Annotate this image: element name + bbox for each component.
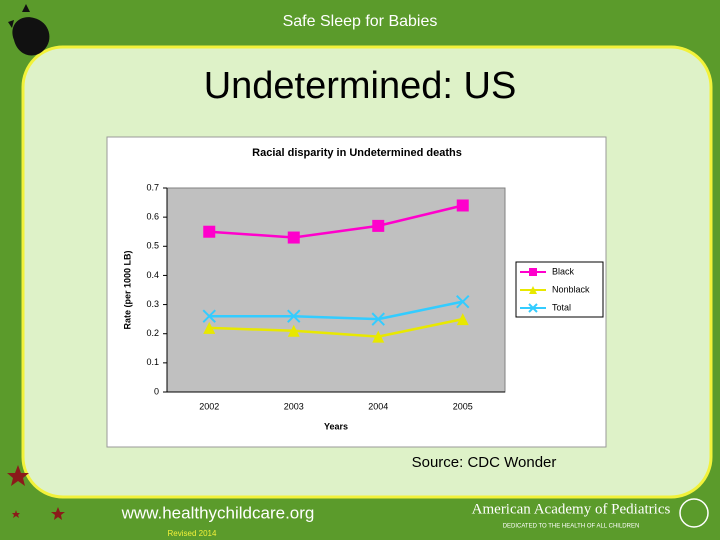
marker (456, 199, 469, 212)
logo-detail (8, 4, 30, 28)
org-name: American Academy of Pediatrics (472, 501, 671, 517)
x-tick-label: 2002 (199, 401, 219, 411)
footer-url: www.healthychildcare.org (121, 503, 315, 522)
legend-label: Total (552, 302, 571, 312)
revised: Revised 2014 (168, 529, 217, 538)
series-line (209, 300, 464, 321)
marker (287, 324, 300, 337)
x-tick-label: 2003 (284, 401, 304, 411)
header: Safe Sleep for Babies (283, 13, 438, 30)
marker (456, 313, 469, 326)
y-axis-label: Rate (per 1000 LB) (122, 250, 132, 329)
logo (12, 17, 50, 56)
marker (529, 268, 537, 276)
marker (203, 321, 216, 334)
marker (287, 309, 301, 323)
y-tick-label: 0.7 (146, 182, 159, 192)
y-tick-label: 0 (154, 386, 159, 396)
star (12, 510, 20, 518)
plot-area (166, 187, 506, 393)
marker (528, 303, 538, 313)
chart: Racial disparity in Undetermined deaths 0… (122, 147, 604, 431)
marker (202, 309, 216, 323)
marker (287, 231, 300, 244)
series-line (209, 317, 464, 338)
star (7, 465, 29, 486)
y-tick-label: 0.3 (146, 299, 159, 309)
legend-label: Black (552, 266, 575, 276)
marker (371, 312, 385, 326)
y-tick-label: 0.6 (146, 212, 159, 222)
slide-title: Undetermined: US (204, 65, 517, 107)
x-tick-label: 2005 (453, 401, 473, 411)
y-tick-label: 0.5 (146, 241, 159, 251)
legend-label: Nonblack (552, 284, 590, 294)
x-tick-label: 2004 (368, 401, 388, 411)
y-tick-label: 0.1 (146, 357, 159, 367)
y-tick-label: 0.2 (146, 328, 159, 338)
star (51, 507, 65, 520)
source: Source: CDC Wonder (412, 454, 557, 471)
y-tick-label: 0.4 (146, 270, 159, 280)
org-tagline: DEDICATED TO THE HEALTH OF ALL CHILDREN (503, 524, 640, 530)
series-line (209, 204, 464, 239)
marker (372, 330, 385, 343)
x-axis-label: Years (324, 421, 348, 431)
chart-title: Racial disparity in Undetermined deaths (252, 147, 462, 159)
marker (372, 219, 385, 232)
marker (203, 225, 216, 238)
marker (529, 286, 537, 294)
aap-seal (679, 498, 709, 528)
marker (456, 294, 470, 309)
